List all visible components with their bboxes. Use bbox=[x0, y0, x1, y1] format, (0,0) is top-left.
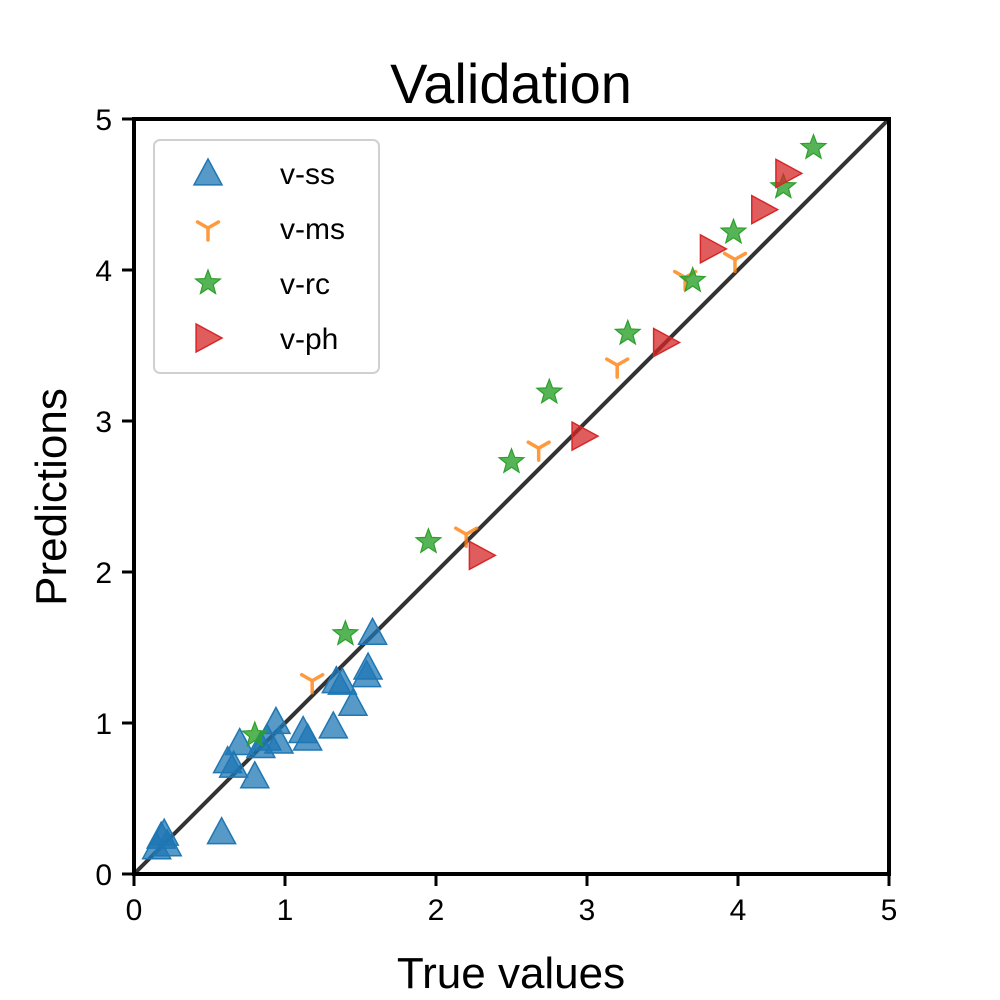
data-point-v-ss bbox=[337, 687, 369, 717]
y-tick-label: 2 bbox=[95, 557, 112, 590]
axis-ticks: 0 1 2 3 4 5 0 1 2 3 4 5 bbox=[95, 104, 897, 927]
chart-title: Validation bbox=[390, 52, 632, 115]
legend-marker-v-ss bbox=[192, 157, 224, 186]
data-point-v-ms bbox=[299, 672, 325, 695]
y-axis-label: Predictions bbox=[27, 388, 76, 606]
data-point-v-ms bbox=[454, 526, 479, 548]
x-tick-label: 1 bbox=[277, 894, 294, 927]
data-point-v-rc bbox=[678, 265, 707, 293]
plot-frame bbox=[132, 117, 891, 876]
x-axis-label: True values bbox=[397, 949, 625, 998]
data-point-v-rc bbox=[719, 217, 748, 245]
data-point-v-rc bbox=[769, 172, 798, 199]
data-point-v-rc bbox=[613, 318, 642, 346]
data-point-v-rc bbox=[331, 619, 360, 646]
x-tick-label: 2 bbox=[428, 894, 445, 927]
data-point-v-rc bbox=[414, 527, 443, 554]
series-v-ss bbox=[141, 616, 388, 860]
data-point-v-rc bbox=[535, 377, 564, 405]
y-tick-label: 1 bbox=[95, 708, 112, 741]
data-point-v-ph bbox=[751, 194, 780, 225]
legend-label-v-ss: v-ss bbox=[280, 158, 335, 191]
legend-label-v-rc: v-rc bbox=[280, 268, 330, 301]
data-point-v-ss bbox=[206, 816, 237, 845]
data-point-v-ss bbox=[327, 666, 358, 695]
data-point-v-ms bbox=[605, 357, 630, 379]
legend: v-ss v-ms v-rc v-ph bbox=[153, 139, 380, 374]
x-tick-label: 0 bbox=[126, 894, 143, 927]
x-tick-label: 3 bbox=[579, 894, 596, 927]
legend-marker-v-ph bbox=[195, 322, 224, 354]
legend-label-v-ms: v-ms bbox=[280, 213, 345, 246]
data-point-v-ph bbox=[699, 233, 728, 265]
data-point-v-ss bbox=[318, 710, 349, 739]
y-tick-label: 5 bbox=[95, 104, 112, 137]
legend-marker-v-ms bbox=[195, 220, 221, 242]
data-point-v-ms bbox=[722, 251, 748, 274]
data-point-v-ss bbox=[292, 722, 323, 751]
data-point-v-ph bbox=[652, 327, 682, 358]
data-point-v-rc bbox=[240, 720, 269, 747]
data-point-v-ph bbox=[571, 420, 600, 452]
data-point-v-ss bbox=[263, 725, 295, 754]
series-v-rc bbox=[240, 132, 828, 747]
series-v-ph bbox=[468, 158, 804, 571]
x-tick-label: 4 bbox=[730, 894, 747, 927]
data-point-v-ss bbox=[239, 760, 271, 789]
y-tick-label: 3 bbox=[95, 406, 112, 439]
data-point-v-ss bbox=[151, 828, 183, 857]
data-point-v-ph bbox=[775, 158, 804, 189]
data-point-v-rc bbox=[497, 447, 526, 474]
legend-box bbox=[153, 139, 380, 374]
data-point-v-ss bbox=[218, 749, 249, 778]
legend-label-v-ph: v-ph bbox=[280, 323, 338, 356]
y-tick-label: 4 bbox=[95, 255, 112, 288]
y-tick-label: 0 bbox=[95, 859, 112, 892]
plot-area bbox=[132, 117, 891, 876]
data-point-v-rc bbox=[799, 132, 828, 160]
data-point-v-ph bbox=[468, 540, 497, 571]
x-tick-label: 5 bbox=[881, 894, 898, 927]
data-point-v-ss bbox=[357, 616, 388, 646]
data-point-v-ss bbox=[224, 727, 255, 756]
legend-marker-v-rc bbox=[193, 268, 223, 295]
data-point-v-ss bbox=[352, 651, 384, 680]
data-point-v-ms bbox=[526, 440, 551, 462]
